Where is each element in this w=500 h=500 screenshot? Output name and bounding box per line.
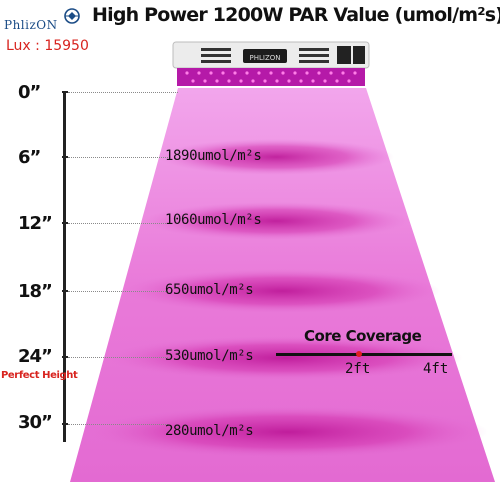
guide-line-12: [68, 223, 168, 224]
tick-0: [62, 91, 68, 93]
height-label-18: 18”: [18, 281, 53, 302]
intensity-band-12: [144, 202, 408, 240]
intensity-band-18: [124, 269, 440, 313]
guide-line-0: [68, 92, 178, 93]
perfect-height-label: Perfect Height: [1, 370, 78, 381]
height-label-6: 6”: [18, 147, 41, 168]
fixture-brand-text: PHLIZON: [250, 54, 281, 62]
core-coverage-line: [276, 353, 452, 356]
tick-24: [62, 356, 68, 358]
lux-reading: Lux : 15950: [6, 38, 89, 54]
guide-line-18: [68, 291, 168, 292]
tick-30: [62, 423, 68, 425]
guide-line-30: [68, 424, 168, 425]
par-value-18: 650umol/m²s: [165, 282, 254, 298]
intensity-band-30: [88, 406, 488, 458]
grow-light-fixture: PHLIZON: [172, 41, 370, 86]
page-title: High Power 1200W PAR Value (umol/m²s): [92, 4, 500, 26]
par-value-24: 530umol/m²s: [165, 348, 254, 364]
core-coverage-title: Core Coverage: [304, 327, 422, 345]
core-coverage-marker: [356, 351, 362, 357]
height-label-24: 24”: [18, 346, 53, 367]
guide-line-6: [68, 157, 168, 158]
tick-6: [62, 156, 68, 158]
height-label-0: 0”: [18, 82, 41, 103]
intensity-band-6: [158, 139, 394, 175]
intensity-band-24: [107, 336, 463, 380]
height-label-30: 30”: [18, 412, 53, 433]
tick-12: [62, 222, 68, 224]
guide-line-24: [68, 357, 168, 358]
height-label-12: 12”: [18, 213, 53, 234]
par-value-30: 280umol/m²s: [165, 423, 254, 439]
brand-logo-icon: [64, 8, 80, 24]
brand-name: PhlizON: [4, 18, 58, 32]
height-scale-line: [63, 92, 66, 442]
core-coverage-4ft: 4ft: [423, 361, 449, 377]
tick-18: [62, 290, 68, 292]
par-value-12: 1060umol/m²s: [165, 212, 262, 228]
core-coverage-2ft: 2ft: [345, 361, 371, 377]
par-value-6: 1890umol/m²s: [165, 148, 262, 164]
